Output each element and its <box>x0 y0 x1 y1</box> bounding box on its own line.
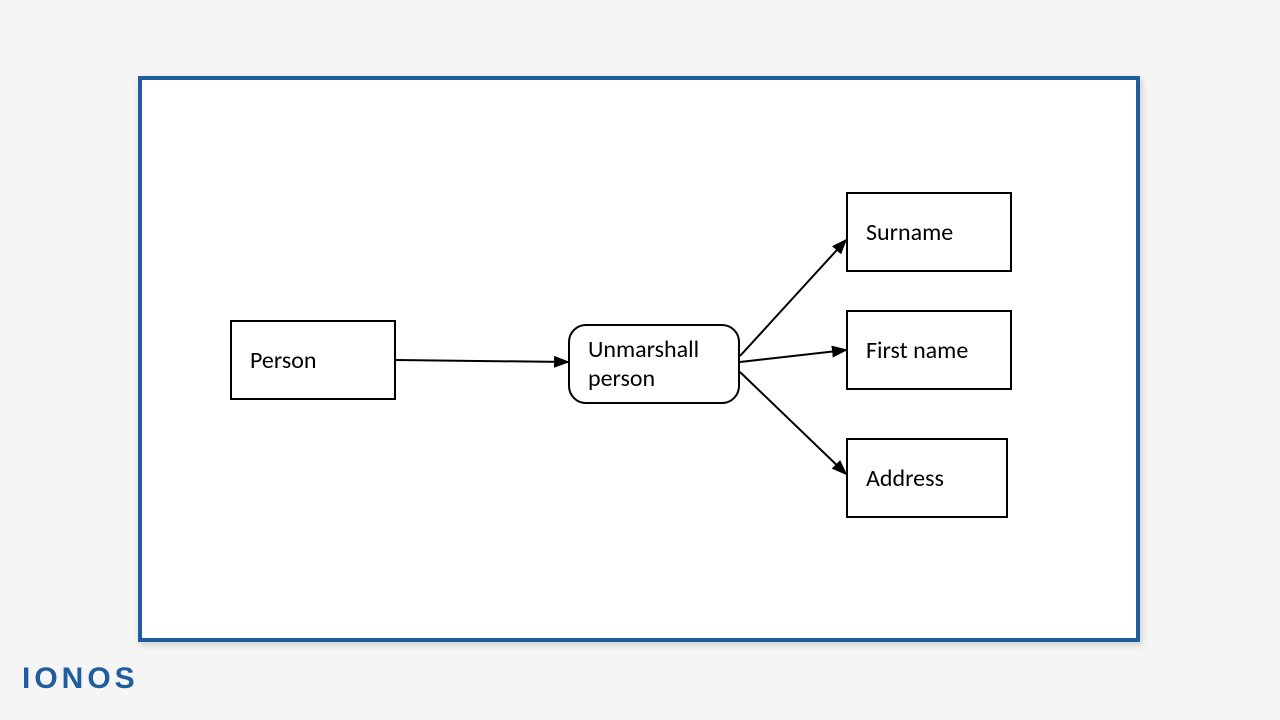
node-firstname: First name <box>846 310 1012 390</box>
node-address: Address <box>846 438 1008 518</box>
ionos-logo: IONOS <box>22 662 139 696</box>
node-label: First name <box>866 336 968 365</box>
node-person: Person <box>230 320 396 400</box>
node-surname: Surname <box>846 192 1012 272</box>
node-label: Unmarshallperson <box>588 335 699 393</box>
node-unmarshall: Unmarshallperson <box>568 324 740 404</box>
node-label: Person <box>250 346 316 375</box>
node-label: Surname <box>866 218 953 247</box>
node-label: Address <box>866 464 944 493</box>
